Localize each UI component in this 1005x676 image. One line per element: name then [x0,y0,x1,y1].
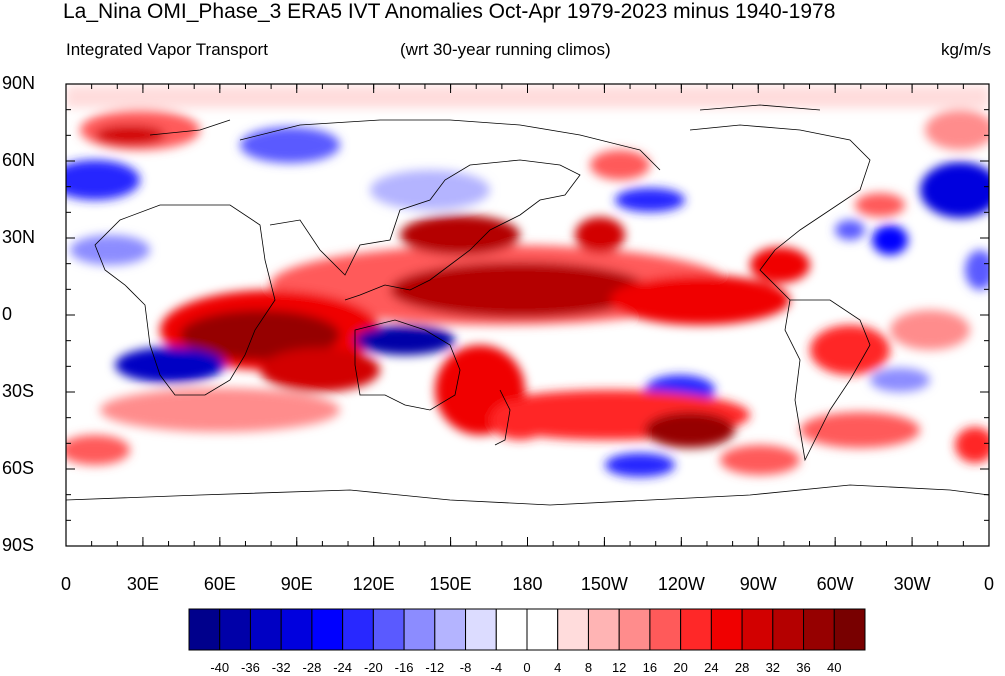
lon-tick-label: 150E [429,574,472,594]
colorbar-label: -20 [363,660,383,675]
colorbar-swatch [741,608,774,651]
reference-note: (wrt 30-year running climos) [400,40,611,59]
lon-tick-label: 120E [352,574,395,594]
plot-title: La_Nina OMI_Phase_3 ERA5 IVT Anomalies O… [63,0,836,23]
colorbar-label: -24 [333,660,353,675]
lon-tick-label: 0 [60,574,72,594]
colorbar-label: -36 [241,660,260,675]
lon-tick-label: 60W [816,574,854,594]
colorbar-swatch [465,608,497,651]
colorbar-swatch [372,608,405,651]
colorbar-swatch [710,608,743,651]
units-label: kg/m/s [940,40,991,59]
lat-tick-label: 60S [2,458,35,478]
colorbar-label: -16 [394,660,414,675]
lat-tick-label: 30N [2,227,36,247]
colorbar-label: -8 [459,660,472,675]
colorbar-swatch [587,608,620,651]
colorbar-label: 16 [642,660,658,675]
colorbar-label: 0 [523,660,531,675]
colorbar [188,608,866,651]
colorbar-swatch [526,608,559,651]
colorbar-label: 20 [673,660,688,675]
colorbar-label: 28 [734,660,750,675]
colorbar-label: 36 [796,660,811,675]
colorbar-swatch [188,608,221,651]
lon-tick-label: 0 [983,574,995,594]
anomaly-field [66,84,989,546]
coastlines [66,104,989,506]
colorbar-swatch [772,608,805,651]
colorbar-swatch [249,608,282,651]
lon-tick-label: 30W [893,574,931,594]
colorbar-swatch [403,608,436,651]
axis-ticks [65,83,990,547]
lon-tick-label: 60E [203,574,236,594]
colorbar-label: 4 [554,660,562,675]
colorbar-label: -40 [210,660,230,675]
lon-tick-label: 30E [126,574,159,594]
colorbar-label: 24 [704,660,719,675]
colorbar-swatch [557,608,589,651]
lon-tick-label: 150W [580,574,628,594]
colorbar-label: 12 [611,660,627,675]
lon-tick-label: 90E [280,574,313,594]
colorbar-label: -28 [302,660,322,675]
lat-tick-label: 90S [2,535,35,555]
lat-tick-label: 0 [2,304,13,324]
colorbar-label: -4 [490,660,503,675]
lon-tick-label: 180 [512,574,543,594]
colorbar-label: 32 [765,660,781,675]
colorbar-swatch [342,608,374,651]
colorbar-label: 40 [827,660,842,675]
colorbar-swatch [311,608,344,651]
colorbar-label: -32 [271,660,291,675]
colorbar-swatch [649,608,682,651]
colorbar-swatch [219,608,251,651]
colorbar-label: 8 [584,660,593,675]
lon-tick-label: 90W [739,574,777,594]
lat-tick-label: 60N [2,150,36,170]
colorbar-swatch [495,608,528,651]
variable-label: Integrated Vapor Transport [66,40,268,59]
colorbar-swatch [434,608,467,651]
lon-tick-label: 120W [657,574,705,594]
colorbar-swatch [618,608,651,651]
lat-tick-label: 90N [2,73,36,93]
colorbar-swatch [280,608,313,651]
colorbar-label: -12 [425,660,445,675]
colorbar-swatch [833,608,866,651]
colorbar-swatch [680,608,712,651]
colorbar-swatch [803,608,835,651]
lat-tick-label: 30S [2,381,35,401]
